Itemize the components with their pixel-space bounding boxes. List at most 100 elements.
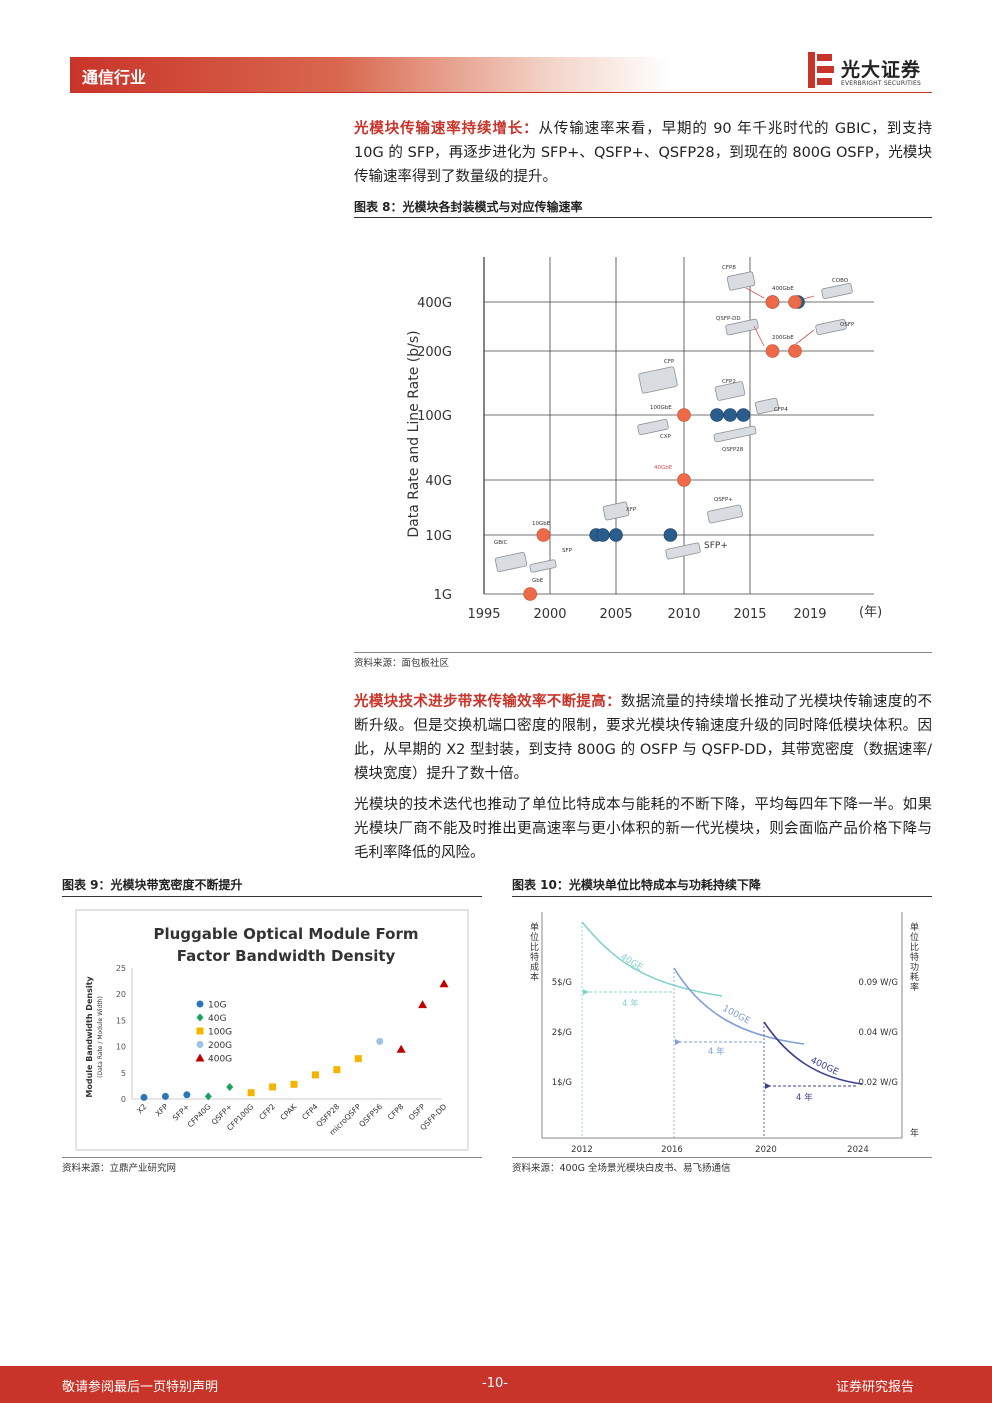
figure-8-source: 资料来源：面包板社区 <box>354 658 450 669</box>
paragraph-rate-growth: 光模块传输速率持续增长：从传输速率来看，早期的 90 年千兆时代的 GBIC，到… <box>354 117 932 189</box>
x-tick-label: 2000 <box>533 607 566 622</box>
y-right-tick-label: 0.09 W/G <box>859 978 898 988</box>
y-left-tick-label: 2$/G <box>552 1028 572 1038</box>
y-left-tick-label: 1$/G <box>552 1078 572 1088</box>
figure-8-bottom-rule <box>354 652 932 653</box>
legend-marker <box>195 1053 205 1062</box>
module-image <box>707 504 743 524</box>
arrow <box>745 287 765 299</box>
module-label: CFP8 <box>722 265 736 271</box>
figure-10-ylabel-left: 单位比特成本 <box>530 921 539 983</box>
gap-label: 4 年 <box>708 1046 725 1057</box>
figure-8-rule <box>354 217 932 218</box>
ethernet-label: 10GbE <box>532 521 551 527</box>
module-image <box>821 282 853 300</box>
y-left-tick-label: 5$/G <box>552 978 572 988</box>
x-tick-label: 2024 <box>847 1145 869 1154</box>
arrow <box>753 325 765 347</box>
y-tick-label: 20 <box>116 990 126 999</box>
y-tick-label: 15 <box>116 1016 126 1025</box>
legend-marker <box>196 1000 204 1008</box>
figure-8-chart: Data Rate and Line Rate (b/s) (年) 1G 10G 4… <box>406 257 882 622</box>
data-point <box>439 979 449 988</box>
module-image <box>714 381 746 401</box>
paragraph-text: 数据流量的持续增长推动了光模块传输速度的不断升级。但是交换机端口密度的限制，要求… <box>354 694 932 782</box>
data-point <box>333 1066 341 1074</box>
line-rate-point <box>723 408 738 422</box>
figure-9-ylabel: Module Bandwidth Density <box>85 976 94 1098</box>
paragraph-highlight: 光模块技术进步带来传输效率不断提高： <box>354 694 621 710</box>
data-point <box>161 1092 169 1100</box>
ethernet-point <box>523 587 537 601</box>
curve-100ge <box>673 967 805 1045</box>
footer-bar <box>0 1366 992 1403</box>
ethernet-point <box>788 295 802 309</box>
module-label: CXP <box>660 434 672 440</box>
figure-9-rule <box>62 896 482 897</box>
ethernet-point <box>677 408 691 422</box>
y-tick-label: 200G <box>417 345 452 360</box>
x-tick-label: 2005 <box>599 607 632 622</box>
x-tick-label: 2010 <box>667 607 700 622</box>
figure-9-title-line1: Pluggable Optical Module Form <box>153 925 418 943</box>
ethernet-label: GbE <box>532 578 544 584</box>
curve-40ge <box>581 921 723 997</box>
data-point <box>376 1037 384 1045</box>
figure-10-ylabel-right: 单位比特功耗率 <box>910 921 919 993</box>
module-label: OSFP <box>840 322 855 328</box>
data-point <box>354 1055 362 1063</box>
data-point <box>396 1044 406 1053</box>
figure-9-title: 图表 9：光模块带宽密度不断提升 <box>62 878 243 892</box>
module-label: CFP4 <box>774 407 788 413</box>
figure-10-rule <box>512 896 932 897</box>
ethernet-point <box>765 295 780 309</box>
figure-8-ylabel: Data Rate and Line Rate (b/s) <box>406 330 422 537</box>
ethernet-point <box>765 344 780 358</box>
module-image <box>726 271 756 291</box>
module-image <box>713 425 757 443</box>
x-tick-label: 2012 <box>571 1145 593 1154</box>
legend-marker <box>196 1013 204 1022</box>
legend-label: 10G <box>208 1001 226 1011</box>
x-unit: 年 <box>910 1127 919 1139</box>
data-point <box>311 1071 319 1079</box>
line-rate-point <box>710 408 724 422</box>
ethernet-label: 100GbE <box>650 405 672 411</box>
paragraph-text: 从传输速率来看，早期的 90 年千兆时代的 GBIC，到支持 10G 的 SFP… <box>354 121 932 185</box>
figure-9-chart: Pluggable Optical Module Form Factor Ban… <box>75 909 469 1151</box>
figure-8-title: 图表 8：光模块各封装模式与对应传输速率 <box>354 200 583 214</box>
paragraph-highlight: 光模块传输速率持续增长： <box>354 121 539 137</box>
module-image <box>637 418 669 436</box>
line-rate-point <box>663 528 678 542</box>
ethernet-point <box>677 473 691 487</box>
brand-name-en: EVERBRIGHT SECURITIES <box>841 80 921 87</box>
ethernet-point <box>536 528 551 542</box>
data-point <box>226 1082 234 1091</box>
figure-9-title-line2: Factor Bandwidth Density <box>177 947 396 965</box>
line-rate-point <box>609 528 623 542</box>
footer-report-type: 证券研究报告 <box>836 1380 915 1395</box>
module-label: SFP <box>562 548 573 554</box>
gap-label: 4 年 <box>622 998 639 1009</box>
module-label: COBO <box>832 278 849 284</box>
y-tick-label: 1G <box>434 588 452 603</box>
ethernet-label: 200GbE <box>772 335 794 341</box>
module-label: XFP <box>626 507 637 513</box>
module-label: CFP2 <box>722 379 736 385</box>
module-label: QSFP28 <box>722 447 744 453</box>
figure-10-title: 图表 10：光模块单位比特成本与功耗持续下降 <box>512 878 761 892</box>
y-tick-label: 10 <box>116 1043 126 1052</box>
x-tick-label: 2019 <box>793 607 826 622</box>
module-label: CFP <box>664 359 675 365</box>
figure-8-xunit: (年) <box>859 605 882 620</box>
y-tick-label: 0 <box>121 1095 126 1104</box>
ethernet-label: 400GbE <box>772 286 794 292</box>
x-tick-label: 2015 <box>733 607 766 622</box>
module-image <box>665 542 701 560</box>
ethernet-label: 40GbE <box>654 465 673 471</box>
figure-9-bottom-rule <box>62 1157 482 1158</box>
y-tick-label: 400G <box>417 296 452 311</box>
line-rate-point <box>736 408 751 422</box>
figure-9-source: 资料来源：立鼎产业研究网 <box>62 1163 177 1174</box>
y-tick-label: 25 <box>116 964 126 973</box>
